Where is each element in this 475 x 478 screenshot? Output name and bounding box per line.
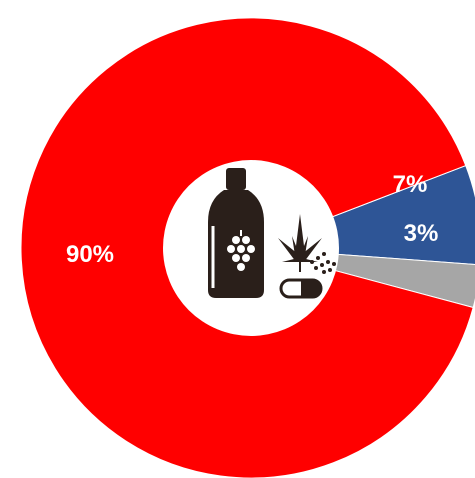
slice-label-1: 3% — [404, 220, 439, 247]
slice-label-2: 90% — [66, 241, 114, 268]
slice-label-0: 7% — [393, 171, 428, 198]
wine-bottle-icon — [208, 168, 264, 298]
powder-dots — [310, 252, 336, 274]
cannabis-leaf-icon — [278, 214, 322, 272]
alcohol-and-drugs-icon — [208, 168, 336, 299]
pill-icon — [279, 278, 323, 299]
labels-group: 7% 3% 90% — [66, 171, 438, 268]
